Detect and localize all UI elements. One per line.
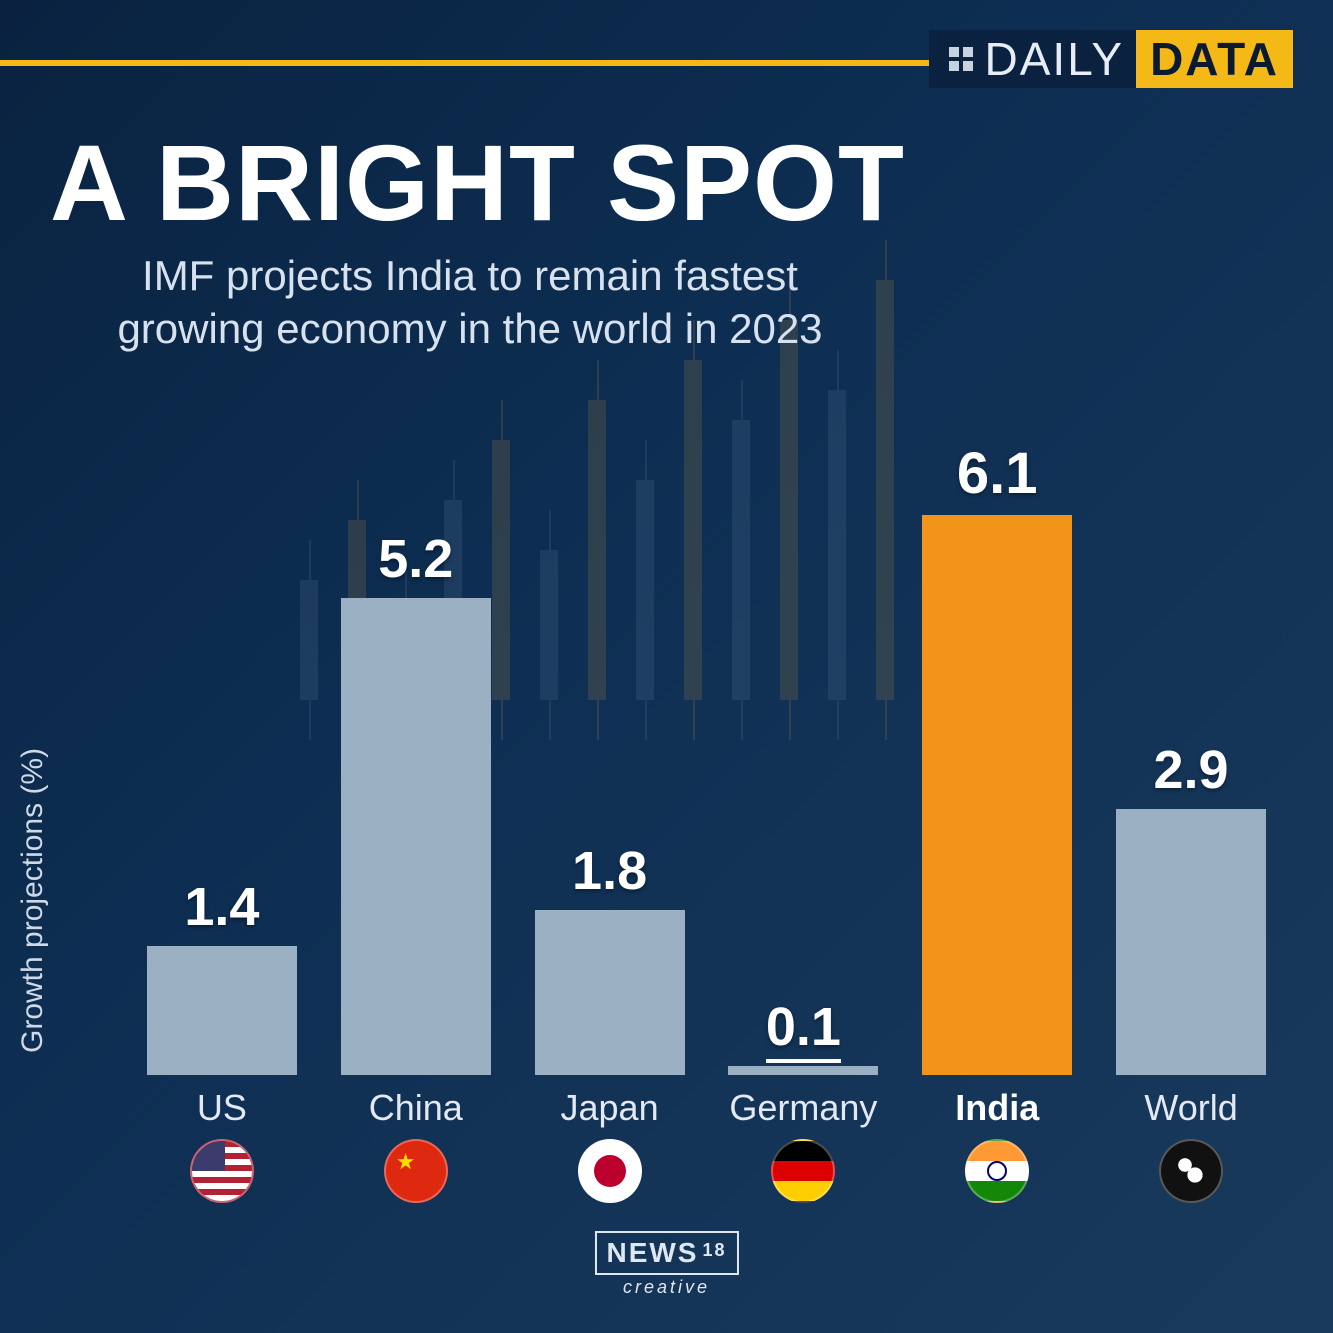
bar-label: World [1144, 1087, 1237, 1129]
footer-logo: NEWS 18 creative [594, 1231, 738, 1298]
bar-col-world: 2.9 World [1109, 739, 1273, 1203]
bar-rect [341, 598, 491, 1075]
bar-value: 1.4 [184, 876, 259, 938]
bar-label: Japan [561, 1087, 659, 1129]
jp-flag-icon [578, 1139, 642, 1203]
header-word-data: DATA [1136, 30, 1293, 88]
bar-value: 5.2 [378, 528, 453, 590]
bar-label: Germany [729, 1087, 877, 1129]
footer-brand-suffix: 18 [702, 1240, 726, 1261]
cn-flag-icon [384, 1139, 448, 1203]
bar-label: China [369, 1087, 463, 1129]
header-word-daily: DAILY [985, 32, 1125, 86]
bar-rect [147, 946, 297, 1075]
bar-rect [535, 910, 685, 1075]
bar-value: 2.9 [1154, 739, 1229, 801]
bar-label: US [197, 1087, 247, 1129]
bar-value: 1.8 [572, 840, 647, 902]
bar-rect [922, 515, 1072, 1075]
bar-col-india: 6.1 India [915, 440, 1079, 1203]
page-title: A BRIGHT SPOT [50, 120, 905, 245]
bar-value: 6.1 [957, 440, 1038, 507]
bar-col-germany: 0.1 Germany [721, 996, 885, 1203]
header-badge: DAILY DATA [929, 30, 1293, 88]
bar-col-us: 1.4 US [140, 876, 304, 1203]
bar-col-china: 5.2 China [334, 528, 498, 1203]
footer-tagline: creative [594, 1277, 738, 1298]
de-flag-icon [771, 1139, 835, 1203]
bar-rect [728, 1066, 878, 1075]
bar-col-japan: 1.8 Japan [528, 840, 692, 1203]
bar-rect [1116, 809, 1266, 1075]
us-flag-icon [190, 1139, 254, 1203]
growth-bar-chart: Growth projections (%) 1.4US5.2China1.8J… [80, 503, 1273, 1203]
footer-brand: NEWS [606, 1237, 698, 1269]
page-subtitle: IMF projects India to remain fastest gro… [90, 250, 850, 355]
bars-container: 1.4US5.2China1.8Japan0.1Germany6.1India2… [140, 503, 1273, 1203]
bar-label: India [955, 1087, 1039, 1129]
world-flag-icon [1159, 1139, 1223, 1203]
y-axis-label: Growth projections (%) [16, 748, 50, 1053]
header-dots-icon [949, 47, 973, 71]
bar-value: 0.1 [766, 996, 841, 1058]
in-flag-icon [965, 1139, 1029, 1203]
